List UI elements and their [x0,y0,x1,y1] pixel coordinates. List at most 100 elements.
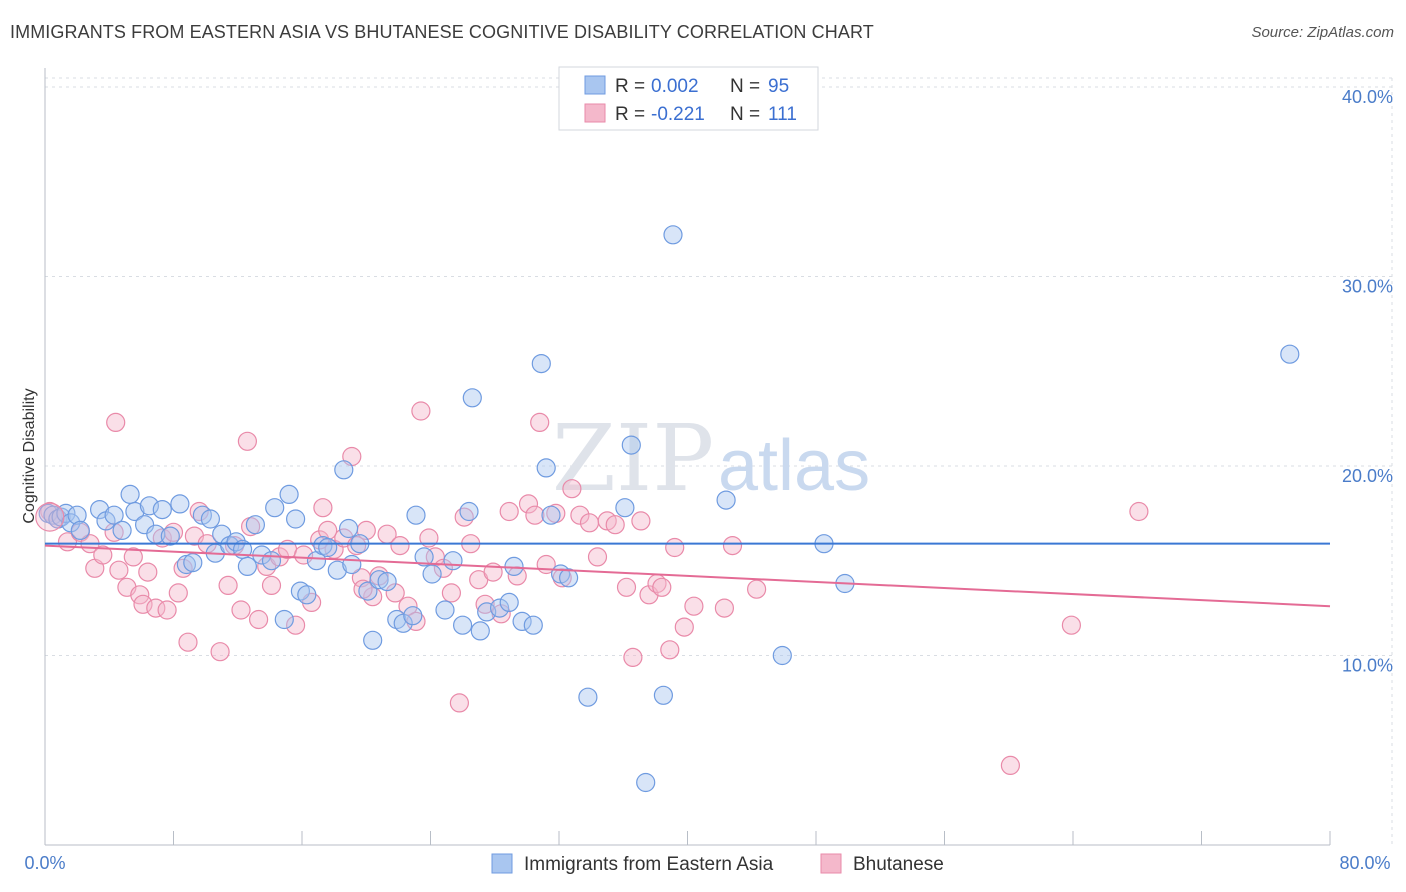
eastern-asia-point-29 [237,556,257,577]
eastern-asia-point-34 [274,609,294,630]
bhutanese-point-9 [109,560,129,580]
legend-n-label-1: N = [730,76,760,97]
eastern-asia-point-55 [414,547,434,567]
eastern-asia-point-78 [653,685,674,705]
bhutanese-point-33 [261,575,282,596]
eastern-asia-point-69 [531,354,551,374]
legend-r-label-1: R = [615,76,645,97]
eastern-asia-point-21 [183,552,203,573]
bhutanese-point-91 [714,598,735,618]
bhutanese-point-83 [631,511,651,531]
bhutanese-point-19 [168,583,188,603]
legend-n-label-2: N = [730,104,760,125]
bhutanese-point-8 [106,412,126,432]
eastern-asia-point-8 [89,500,110,520]
series-legend-swatch-blue [491,853,513,874]
eastern-asia-point-53 [403,606,423,626]
eastern-asia-point-30 [245,515,265,535]
bhutanese-point-20 [173,558,193,578]
bhutanese-point-40 [313,498,333,518]
eastern-asia-point-19 [170,494,190,514]
bhutanese-point-77 [579,513,600,533]
eastern-asia-point-35 [279,484,299,504]
y-tick-label-40: 40.0% [1342,87,1393,107]
eastern-asia-point-47 [358,581,378,601]
eastern-asia-point-67 [512,611,532,632]
y-axis-label: Cognitive Disability [21,388,38,523]
eastern-asia-point-64 [490,598,510,618]
chart-source: Source: ZipAtlas.com [1251,24,1394,41]
eastern-asia-point-54 [406,505,426,525]
legend-r-value-1: 0.002 [651,76,699,97]
watermark: ZIP atlas [552,405,870,512]
x-tick-label-max: 80.0% [1339,853,1390,873]
series-legend-swatch-pink [820,853,842,874]
bhutanese-point-36 [286,615,306,635]
bhutanese-point-67 [499,501,519,522]
bhutanese-point-69 [518,494,539,514]
bhutanese-point-45 [347,535,367,556]
eastern-asia-point-81 [772,645,792,666]
eastern-asia-point-43 [334,460,354,480]
cluster-point [35,502,65,532]
eastern-asia-point-38 [297,585,317,605]
eastern-asia-point-61 [462,388,482,408]
bhutanese-point-90 [684,596,704,616]
bhutanese-point-14 [138,562,158,582]
eastern-asia-point-70 [536,458,556,478]
y-tick-label-20: 20.0% [1342,466,1393,486]
watermark-atlas: atlas [718,426,870,506]
eastern-asia-point-18 [160,526,180,546]
eastern-asia-point-33 [265,498,285,518]
legend-r-value-2: -0.221 [651,104,705,125]
x-axis-ticks [44,831,1331,845]
bhutanese-point-17 [157,600,177,620]
bhutanese-point-93 [746,579,767,599]
series-legend-label-bhutanese: Bhutanese [853,854,944,875]
chart-title: IMMIGRANTS FROM EASTERN ASIA VS BHUTANES… [10,22,874,42]
bhutanese-point-55 [411,401,431,421]
series-legend-label-eastern-asia: Immigrants from Eastern Asia [524,854,774,875]
bhutanese-point-89 [674,617,694,637]
bhutanese-point-56 [419,528,439,548]
eastern-asia-point-75 [615,498,635,518]
eastern-asia-point-13 [125,501,145,522]
eastern-asia-point-12 [120,484,140,504]
eastern-asia-point-45 [342,554,362,575]
bhutanese-point-92 [722,535,743,556]
eastern-asia-point-37 [290,581,310,601]
y-tick-label-30: 30.0% [1342,276,1393,296]
bhutanese-point-6 [93,545,113,565]
bhutanese-point-23 [189,501,209,522]
bhutanese-point-11 [123,547,143,567]
bhutanese-point-28 [231,600,251,620]
eastern-asia-point-52 [393,613,413,633]
bhutanese-point-25 [210,642,230,662]
eastern-asia-point-23 [200,509,220,529]
eastern-asia-point-56 [422,564,442,584]
trend-lines [44,542,1331,608]
bhutanese-point-96 [1129,501,1149,522]
legend-r-label-2: R = [615,104,645,125]
eastern-asia-point-17 [152,500,172,520]
bhutanese-point-13 [133,594,153,614]
bhutanese-point-80 [605,515,625,535]
bhutanese-point-75 [562,479,582,499]
eastern-asia-point-68 [523,615,543,635]
eastern-asia-point-14 [135,515,155,535]
bhutanese-point-60 [449,693,469,713]
eastern-asia-point-59 [453,615,473,635]
correlation-legend: R = 0.002 N = 95 R = -0.221 N = 111 [558,66,819,131]
eastern-asia-point-5 [61,513,81,533]
bhutanese-point-70 [525,505,545,525]
eastern-asia-point-50 [377,571,397,592]
legend-n-value-1: 95 [768,76,789,97]
eastern-asia-point-6 [67,505,87,525]
eastern-asia-point-32 [261,551,282,571]
eastern-asia-point-7 [70,520,90,541]
eastern-asia-point-79 [663,225,683,245]
legend-swatch-blue [584,75,606,95]
eastern-asia-point-66 [504,556,524,577]
bhutanese-point-41 [318,520,338,541]
